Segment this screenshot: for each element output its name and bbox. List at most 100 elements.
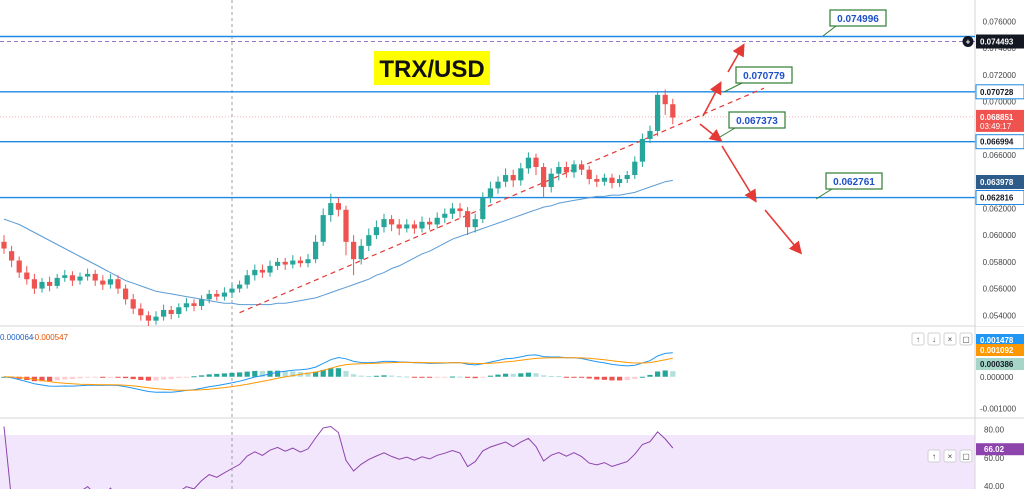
candle (480, 197, 486, 220)
macd-histogram-bar (320, 369, 326, 377)
macd-histogram-bar (662, 370, 668, 377)
macd-histogram-bar (419, 376, 425, 378)
candle (92, 273, 98, 281)
projection-arrow[interactable] (702, 81, 722, 117)
macd-histogram-bar (54, 376, 60, 381)
price-tick-label: 0.058000 (983, 258, 1017, 267)
chart-title: TRX/USD (379, 56, 484, 83)
macd-histogram-bar (548, 375, 554, 377)
macd-tag-label: 0.001478 (980, 336, 1014, 345)
macd-histogram-bar (237, 372, 243, 377)
candle (130, 299, 136, 309)
projection-arrow[interactable] (699, 123, 723, 142)
macd-histogram-bar (518, 373, 524, 377)
price-axis-bg (976, 0, 1024, 326)
candle (556, 167, 562, 174)
macd-tag (976, 358, 1024, 370)
macd-histogram-bar (206, 374, 212, 377)
candle (320, 215, 326, 242)
candle (313, 241, 319, 260)
macd-histogram-bar (487, 375, 493, 377)
candle (199, 299, 205, 306)
rsi-background (0, 435, 975, 489)
ma-line (3, 179, 673, 306)
level-tag (976, 34, 1024, 49)
macd-histogram-bar (480, 376, 486, 378)
level-tag-label: 0.062816 (980, 194, 1014, 203)
close-icon[interactable] (943, 332, 957, 346)
candle (214, 293, 220, 297)
price-tag (976, 109, 1024, 132)
arrow-down-icon[interactable] (927, 332, 941, 346)
level-tag-label: 0.066994 (980, 138, 1014, 147)
candle (366, 235, 372, 246)
candle (153, 316, 159, 321)
projection-arrow[interactable] (727, 43, 745, 73)
macd-tag-label: 0.000386 (980, 360, 1014, 369)
price-tick-label: 0.074000 (983, 44, 1017, 53)
macd-histogram-bar (465, 376, 471, 378)
projection-arrow[interactable] (721, 145, 757, 203)
candle (77, 276, 83, 281)
candlesticks (1, 89, 676, 326)
annotation-box[interactable] (728, 111, 786, 129)
macd-value-left: 0.000064 (0, 333, 34, 342)
macd-histogram-bar (586, 376, 592, 379)
annotation-box[interactable] (825, 172, 883, 190)
macd-histogram-bar (229, 372, 235, 377)
restore-icon[interactable] (959, 449, 973, 463)
candle (510, 175, 516, 181)
candle (503, 175, 509, 182)
candle (465, 211, 471, 228)
candle (176, 307, 182, 314)
candle (647, 130, 653, 139)
macd-histogram-bar (214, 373, 220, 377)
macd-histogram-bar (107, 376, 113, 378)
candle (100, 280, 106, 285)
candle (115, 279, 121, 289)
close-icon-glyph: × (948, 452, 953, 461)
candle (427, 221, 433, 225)
candle (16, 260, 22, 273)
macd-histogram-bar (670, 371, 676, 377)
projection-arrow[interactable] (764, 209, 803, 255)
macd-histogram-bar (85, 376, 91, 378)
macd-histogram-bar (335, 368, 341, 377)
annotation-box[interactable] (829, 9, 887, 27)
title-background (374, 51, 490, 85)
price-axis[interactable]: 0.076000 0.074000 0.072000 0.070000 0.066000… (962, 0, 1024, 326)
arrow-up-icon[interactable] (911, 332, 925, 346)
macd-histogram-bar (609, 376, 615, 381)
macd-histogram-bar (472, 376, 478, 379)
price-tag (976, 174, 1024, 189)
macd-histogram-bar (153, 376, 159, 381)
macd-histogram-bar (503, 373, 509, 377)
macd-histogram-bar (244, 371, 250, 377)
candle (267, 265, 273, 273)
close-icon[interactable] (943, 449, 957, 463)
macd-histogram-bar (290, 371, 296, 377)
arrow-up-icon-glyph: ↑ (916, 335, 920, 344)
macd-histogram-bar (510, 373, 516, 377)
macd-histogram-bar (434, 376, 440, 378)
macd-histogram-bar (556, 376, 562, 378)
candle (632, 161, 638, 176)
macd-histogram-bar (624, 376, 630, 381)
macd-histogram-bar (442, 376, 448, 378)
level-tag (975, 134, 1024, 150)
macd-tick-label: 0.000000 (980, 373, 1014, 382)
projection-arrows[interactable] (699, 43, 803, 255)
macd-histogram-bar (541, 375, 547, 377)
annotation-label: 0.062761 (833, 177, 875, 188)
macd-histogram-bar (199, 375, 205, 377)
restore-icon[interactable] (959, 332, 973, 346)
price-annotations[interactable]: 0.074996 0.070779 0.067373 0.062761 (719, 9, 887, 200)
annotation-box[interactable] (735, 66, 793, 84)
candle (655, 94, 661, 131)
arrow-up-icon[interactable] (927, 449, 941, 463)
candle (252, 269, 258, 276)
plus-circle-icon[interactable] (962, 36, 974, 48)
annotation-pointer (815, 188, 833, 200)
